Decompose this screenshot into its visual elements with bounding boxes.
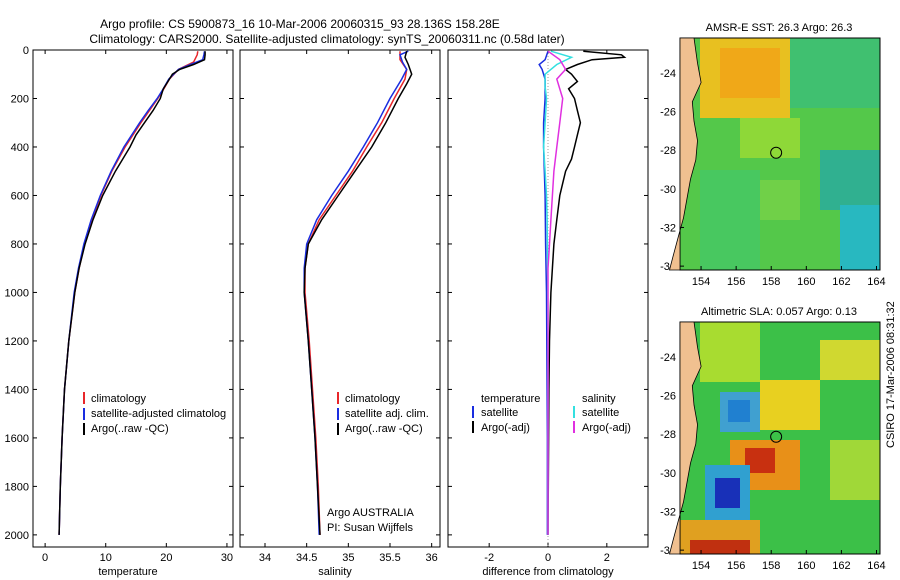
map-xtick-label: 160 xyxy=(797,560,815,572)
map-ytick-label: -26 xyxy=(660,390,676,402)
map-xtick-label: 164 xyxy=(867,560,885,572)
salinity-axes-frame xyxy=(239,49,441,548)
xtick-label: 20 xyxy=(160,552,172,564)
xtick-label: 35 xyxy=(342,552,354,564)
map-xtick-label: 158 xyxy=(762,276,780,288)
figure-title-line2: Climatology: CARS2000. Satellite-adjuste… xyxy=(89,32,564,46)
xtick-label: -2 xyxy=(484,552,494,564)
series-line-climatology xyxy=(304,51,408,535)
map-ytick-label: -32 xyxy=(660,222,676,234)
map-xtick-label: 164 xyxy=(867,276,885,288)
sst-map-title: AMSR-E SST: 26.3 Argo: 26.3 xyxy=(706,22,853,34)
ytick-label: 600 xyxy=(11,190,29,202)
xtick-label: 0 xyxy=(42,552,48,564)
temperature-panel: 0 200 400 600 800 1000 1200 1400 1600 1800 2000 0 10… xyxy=(5,45,234,578)
temperature-legend: climatology satellite-adjusted climatolo… xyxy=(83,392,226,435)
map-ytick-label: -28 xyxy=(660,145,676,157)
map-xtick-label: 156 xyxy=(727,560,745,572)
xtick-label: 30 xyxy=(221,552,233,564)
series-line-salinity-argo xyxy=(547,50,567,535)
legend-temp-argo-label: Argo(-adj) xyxy=(481,422,530,434)
difference-xlabel: difference from climatology xyxy=(482,566,614,578)
ytick-label: 2000 xyxy=(5,530,29,542)
ytick-label: 1200 xyxy=(5,336,29,348)
legend-argo-label: Argo(..raw -QC) xyxy=(91,423,169,435)
figure-title-line1: Argo profile: CS 5900873_16 10-Mar-2006 … xyxy=(100,17,500,31)
series-line-argo xyxy=(58,51,206,535)
xtick-label: 0 xyxy=(545,552,551,564)
map-xtick-label: 156 xyxy=(727,276,745,288)
sst-map-field xyxy=(680,38,880,270)
map-ytick-label: -28 xyxy=(660,429,676,441)
xtick-label: 10 xyxy=(100,552,112,564)
ytick-label: 0 xyxy=(23,45,29,57)
map-xtick-label: 162 xyxy=(832,276,850,288)
ytick-label: 400 xyxy=(11,142,29,154)
argo-position-marker xyxy=(770,430,783,443)
salinity-xlabel: salinity xyxy=(318,566,352,578)
legend-sal-argo-label: Argo(..raw -QC) xyxy=(345,423,423,435)
legend-climatology-label: climatology xyxy=(91,393,147,405)
legend-satellite-label: satellite-adjusted climatolog xyxy=(91,408,226,420)
xtick-label: 35.5 xyxy=(379,552,400,564)
map-xtick-label: 162 xyxy=(832,560,850,572)
credit-label: CSIRO 17-Mar-2006 08:31:32 xyxy=(885,301,897,448)
australia-land xyxy=(668,321,702,555)
ytick-label: 1000 xyxy=(5,287,29,299)
legend-sal-satellite-label: satellite adj. clim. xyxy=(345,408,429,420)
argo-australia-label: Argo AUSTRALIA xyxy=(327,507,414,519)
salinity-legend: climatology satellite adj. clim. Argo(..… xyxy=(337,392,429,435)
series-line-argo xyxy=(303,50,413,535)
map-xtick-label: 160 xyxy=(797,276,815,288)
sla-map-field xyxy=(680,322,880,554)
map-xtick-label: 154 xyxy=(692,276,710,288)
australia-coastline xyxy=(668,37,702,555)
temperature-xlabel: temperature xyxy=(98,566,157,578)
xtick-label: 34 xyxy=(259,552,271,564)
xtick-label: 34.5 xyxy=(296,552,317,564)
pi-label: PI: Susan Wijffels xyxy=(327,522,413,534)
ytick-label: 800 xyxy=(11,239,29,251)
difference-legend: temperature satellite Argo(-adj) salinit… xyxy=(472,393,631,434)
map-ytick-label: -30 xyxy=(660,184,676,196)
ytick-label: 1400 xyxy=(5,384,29,396)
legend-temperature-header: temperature xyxy=(481,393,540,405)
ytick-label: 200 xyxy=(11,93,29,105)
map-ytick-label: -26 xyxy=(660,106,676,118)
legend-salinity-header: salinity xyxy=(582,393,616,405)
map-ytick-label: -30 xyxy=(660,468,676,480)
map-ytick-label: -32 xyxy=(660,506,676,518)
legend-sal-sat-label: satellite xyxy=(582,407,619,419)
xtick-label: 2 xyxy=(604,552,610,564)
sla-map-title: Altimetric SLA: 0.057 Argo: 0.13 xyxy=(701,306,857,318)
legend-sal-argo-label: Argo(-adj) xyxy=(582,422,631,434)
salinity-panel: 34 34.5 35 35.5 36 salinity climatology sate… xyxy=(239,49,441,578)
sst-map: AMSR-E SST: 26.3 Argo: 26.3 154 156 158 160… xyxy=(660,22,886,288)
map-ytick-label: -24 xyxy=(660,352,676,364)
argo-position-marker xyxy=(770,146,783,159)
map-xtick-label: 154 xyxy=(692,560,710,572)
ytick-label: 1800 xyxy=(5,481,29,493)
australia-land xyxy=(668,37,702,271)
series-line-temperature-argo xyxy=(547,50,627,535)
ytick-label: 1600 xyxy=(5,433,29,445)
temperature-axes-frame xyxy=(32,49,234,548)
difference-panel: -2 0 2 difference from climatology tempera… xyxy=(447,49,649,578)
xtick-label: 36 xyxy=(426,552,438,564)
legend-sal-climatology-label: climatology xyxy=(345,393,401,405)
sla-map: Altimetric SLA: 0.057 Argo: 0.13 154 156 1… xyxy=(660,306,886,572)
map-ytick-label: -24 xyxy=(660,68,676,80)
map-xtick-label: 158 xyxy=(762,560,780,572)
legend-temp-sat-label: satellite xyxy=(481,407,518,419)
